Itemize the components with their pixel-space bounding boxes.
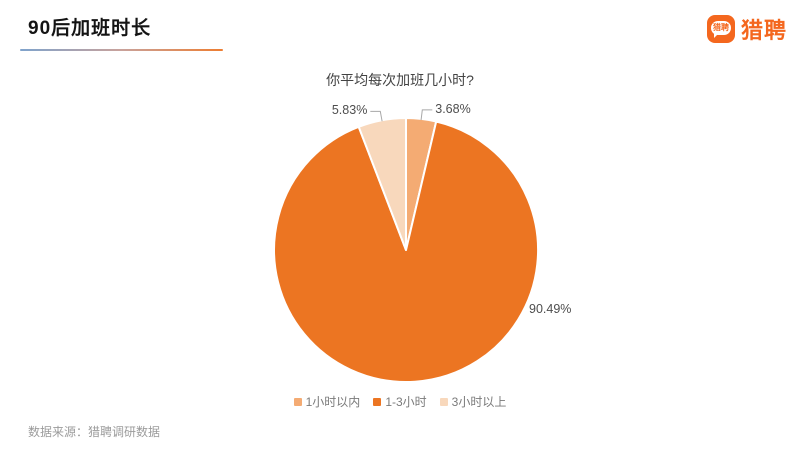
liepin-logo: 猎聘 猎聘 (706, 13, 787, 45)
legend-swatch (373, 397, 382, 406)
legend-item-2[interactable]: 3小时以上 (439, 393, 507, 410)
pie-value-label: 5.83% (331, 103, 368, 118)
page-title: 90后加班时长 (28, 18, 152, 39)
legend-label: 3小时以上 (451, 395, 507, 409)
logo-wordmark: 猎聘 (740, 18, 787, 43)
pie-value-label: 90.49% (529, 302, 572, 316)
legend-swatch (439, 397, 448, 406)
legend-label: 1-3小时 (385, 395, 427, 409)
label-leader-line (420, 109, 433, 120)
data-source: 数据来源：猎聘调研数据 (28, 425, 161, 439)
chart-title: 你平均每次加班几小时? (326, 72, 474, 88)
label-leader-line (370, 110, 383, 122)
title-underline (20, 49, 223, 51)
speech-bubble-text: 猎聘 (712, 23, 729, 32)
legend-label: 1小时以内 (305, 395, 361, 409)
pie-chart (273, 109, 540, 383)
legend-item-0[interactable]: 1小时以内 (293, 393, 361, 410)
legend: 1小时以内 1-3小时 3小时以上 (0, 393, 800, 410)
legend-swatch (293, 397, 302, 406)
pie-value-label: 3.68% (435, 101, 471, 116)
legend-item-1[interactable]: 1-3小时 (373, 393, 427, 410)
liepin-logo-icon: 猎聘 (706, 15, 735, 43)
speech-bubble-icon: 猎聘 (710, 21, 731, 35)
pie-slice-1[interactable] (273, 120, 540, 383)
